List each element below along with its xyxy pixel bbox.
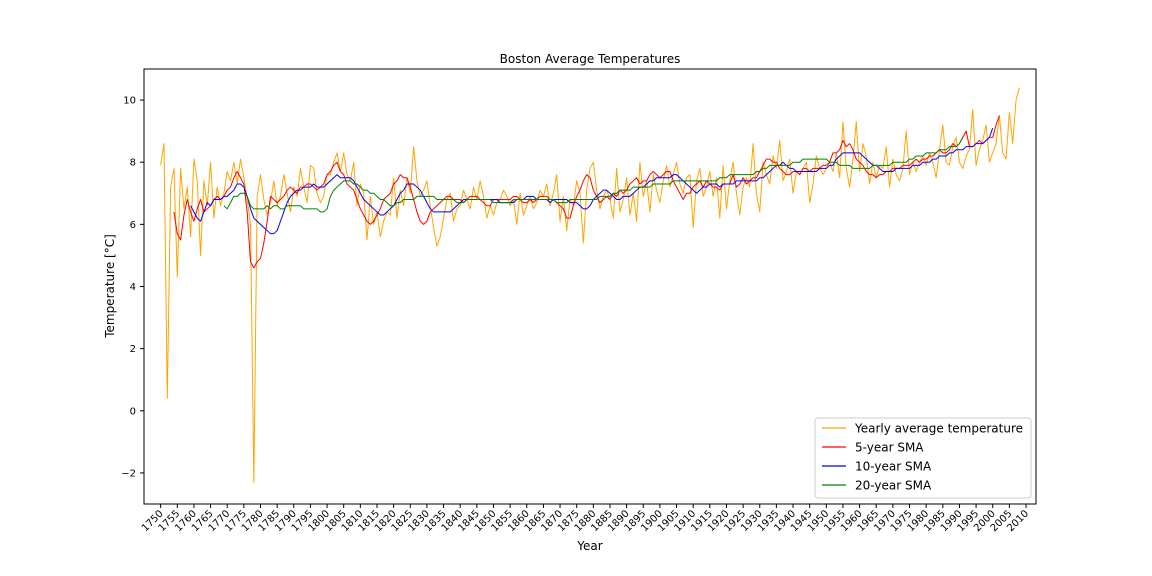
series-line-1 <box>173 115 1000 269</box>
legend-label-1: 5-year SMA <box>855 441 924 455</box>
legend-label-2: 10-year SMA <box>855 460 932 474</box>
y-axis: −2 0 2 4 6 8 10 <box>121 96 144 479</box>
y-tick-label: 2 <box>130 344 136 355</box>
legend-label-3: 20-year SMA <box>855 479 932 493</box>
plot-lines <box>160 87 1020 483</box>
y-tick-label: 0 <box>130 406 136 417</box>
y-tick-label: −2 <box>121 468 136 479</box>
series-line-2 <box>190 127 994 235</box>
y-axis-title: Temperature [°C] <box>103 234 117 339</box>
y-tick-label: 10 <box>123 96 136 107</box>
legend-label-0: Yearly average temperature <box>854 422 1023 436</box>
legend: Yearly average temperature 5-year SMA 10-y… <box>814 417 1032 499</box>
y-tick-label: 4 <box>130 282 136 293</box>
x-axis-title: Year <box>576 539 602 553</box>
legend-box <box>814 417 1032 499</box>
y-tick-label: 6 <box>130 220 136 231</box>
chart-title: Boston Average Temperatures <box>500 52 681 66</box>
y-tick-label: 8 <box>130 158 136 169</box>
series-line-3 <box>223 137 964 213</box>
